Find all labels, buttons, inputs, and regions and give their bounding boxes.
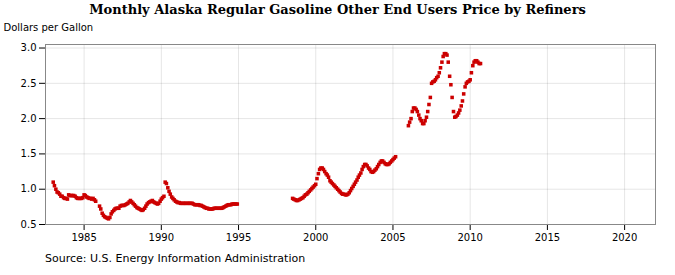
svg-text:1985: 1985 xyxy=(71,232,96,243)
svg-text:2015: 2015 xyxy=(535,232,560,243)
svg-text:2000: 2000 xyxy=(303,232,328,243)
svg-text:1.0: 1.0 xyxy=(21,183,37,194)
svg-text:1.5: 1.5 xyxy=(21,148,37,159)
svg-text:1990: 1990 xyxy=(149,232,174,243)
svg-text:2010: 2010 xyxy=(457,232,482,243)
html-text:Monthly Alaska Regular Gasolin: Monthly Alaska Regular Gasoline Other En… xyxy=(89,2,586,17)
svg-text:0.5: 0.5 xyxy=(21,219,37,230)
svg-text:2020: 2020 xyxy=(612,232,637,243)
svg-text:2005: 2005 xyxy=(380,232,405,243)
svg-text:3.0: 3.0 xyxy=(21,42,37,53)
svg-text:2.0: 2.0 xyxy=(21,113,37,124)
svg-text:Dollars per Gallon: Dollars per Gallon xyxy=(4,22,94,33)
html-text:Source: U.S. Energy Informatio: Source: U.S. Energy Information Administ… xyxy=(45,252,306,265)
svg-text:2.5: 2.5 xyxy=(21,78,37,89)
svg-text:1995: 1995 xyxy=(226,232,251,243)
